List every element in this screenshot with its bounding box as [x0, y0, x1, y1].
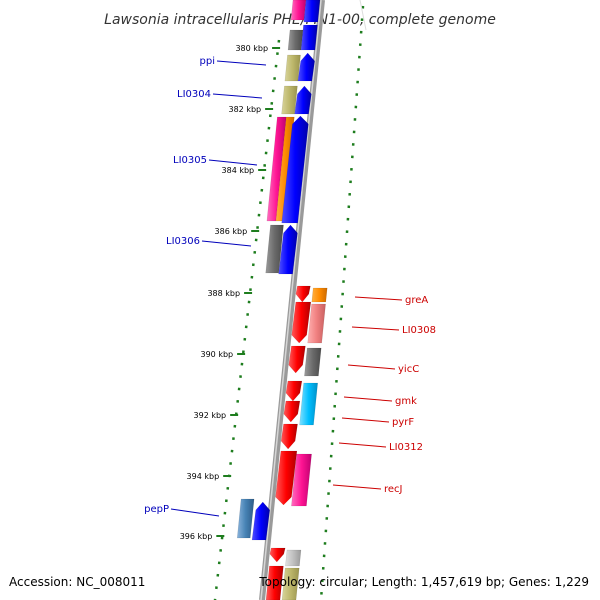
leader-line-yicC	[347, 364, 396, 370]
gene-label-pepP: pepP	[144, 504, 169, 515]
feat-magenta-recJ	[291, 453, 312, 507]
kbp-tick-label: 384 kbp	[222, 166, 255, 175]
feat-blue-LI0305	[281, 115, 309, 224]
feat-blue-ppi	[297, 52, 315, 82]
leader-line-pepP	[170, 508, 220, 517]
feat-orange-greA	[311, 287, 328, 303]
gene-label-recJ: recJ	[384, 484, 403, 495]
leader-line-LI0305	[208, 159, 258, 166]
backbone-line	[259, 0, 325, 600]
outer-tick-track	[319, 5, 365, 600]
kbp-tick-label: 390 kbp	[201, 350, 234, 359]
feat-blue-380	[300, 24, 318, 51]
feat-blue-LI0304	[294, 85, 312, 115]
leader-line-LI0304	[212, 93, 263, 99]
backbone	[259, 0, 367, 600]
outer-edge-line	[359, 0, 367, 31]
kbp-tick-label: 386 kbp	[215, 227, 248, 236]
kbp-ticks: 380 kbp 382 kbp 384 kbp 386 kbp 388 kbp 390 k…	[180, 44, 281, 541]
kbp-tick-label: 396 kbp	[180, 532, 213, 541]
genome-summary-text: Topology: circular; Length: 1,457,619 bp…	[258, 575, 589, 589]
backbone-highlight	[260, 0, 322, 600]
feat-khaki-bottom	[281, 567, 300, 600]
gene-label-gmk: gmk	[395, 396, 417, 407]
kbp-tick-label: 382 kbp	[229, 105, 262, 114]
feat-red-greA	[295, 285, 311, 303]
feat-magenta-top	[290, 0, 307, 21]
leader-line-LI0312	[338, 442, 387, 448]
outer-dotted-track	[319, 5, 365, 600]
leader-line-gmk	[343, 396, 393, 402]
feat-gray-LI0306	[265, 224, 284, 274]
kbp-tick-label: 380 kbp	[235, 44, 268, 53]
feat-red-bottom2	[265, 565, 284, 600]
kbp-tick-label: 392 kbp	[194, 411, 227, 420]
leader-line-ppi	[216, 60, 267, 66]
feat-red-pyrF	[283, 400, 301, 423]
gene-label-pyrF: pyrF	[392, 417, 414, 428]
feat-blue-LI0306	[278, 224, 298, 275]
feat-gray-yicC	[304, 347, 322, 377]
accession-text: Accession: NC_008011	[9, 575, 145, 589]
leader-line-LI0308	[351, 326, 400, 331]
feat-blue-pepP	[251, 501, 271, 541]
feat-red-bottom	[269, 547, 286, 563]
gene-label-LI0312: LI0312	[389, 442, 423, 453]
kbp-tick-label: 394 kbp	[187, 472, 220, 481]
feat-red-yicC	[288, 345, 306, 374]
gene-label-LI0306: LI0306	[166, 236, 200, 247]
gene-label-LI0308: LI0308	[402, 325, 436, 336]
kbp-tick-label: 388 kbp	[207, 289, 240, 298]
leader-line-LI0306	[201, 240, 252, 247]
gene-features	[236, 0, 328, 600]
feat-steel-pepP	[236, 498, 255, 539]
gene-label-LI0305: LI0305	[173, 155, 207, 166]
feat-silver-bottom	[285, 549, 302, 567]
leader-line-pyrF	[341, 417, 390, 423]
feat-cyan-gmk	[299, 382, 318, 426]
gene-labels: ppi LI0304 LI0305 LI0306 pepP greA LI0308 yicC g…	[144, 56, 436, 517]
gene-label-LI0304: LI0304	[177, 89, 211, 100]
feat-salmon-LI0308	[307, 303, 326, 344]
feat-red-LI0312	[280, 423, 298, 450]
feat-blue-top	[303, 0, 321, 23]
gene-label-ppi: ppi	[200, 56, 215, 67]
feat-red-gmk	[285, 380, 303, 402]
feat-red-recJ	[275, 450, 298, 506]
gene-label-greA: greA	[405, 295, 428, 306]
gene-label-yicC: yicC	[398, 364, 419, 375]
feat-red-LI0308	[291, 301, 312, 344]
leader-line-greA	[354, 296, 403, 301]
feat-gray-380	[287, 29, 304, 51]
feat-khaki-ppi	[284, 54, 301, 82]
leader-line-recJ	[332, 484, 382, 490]
